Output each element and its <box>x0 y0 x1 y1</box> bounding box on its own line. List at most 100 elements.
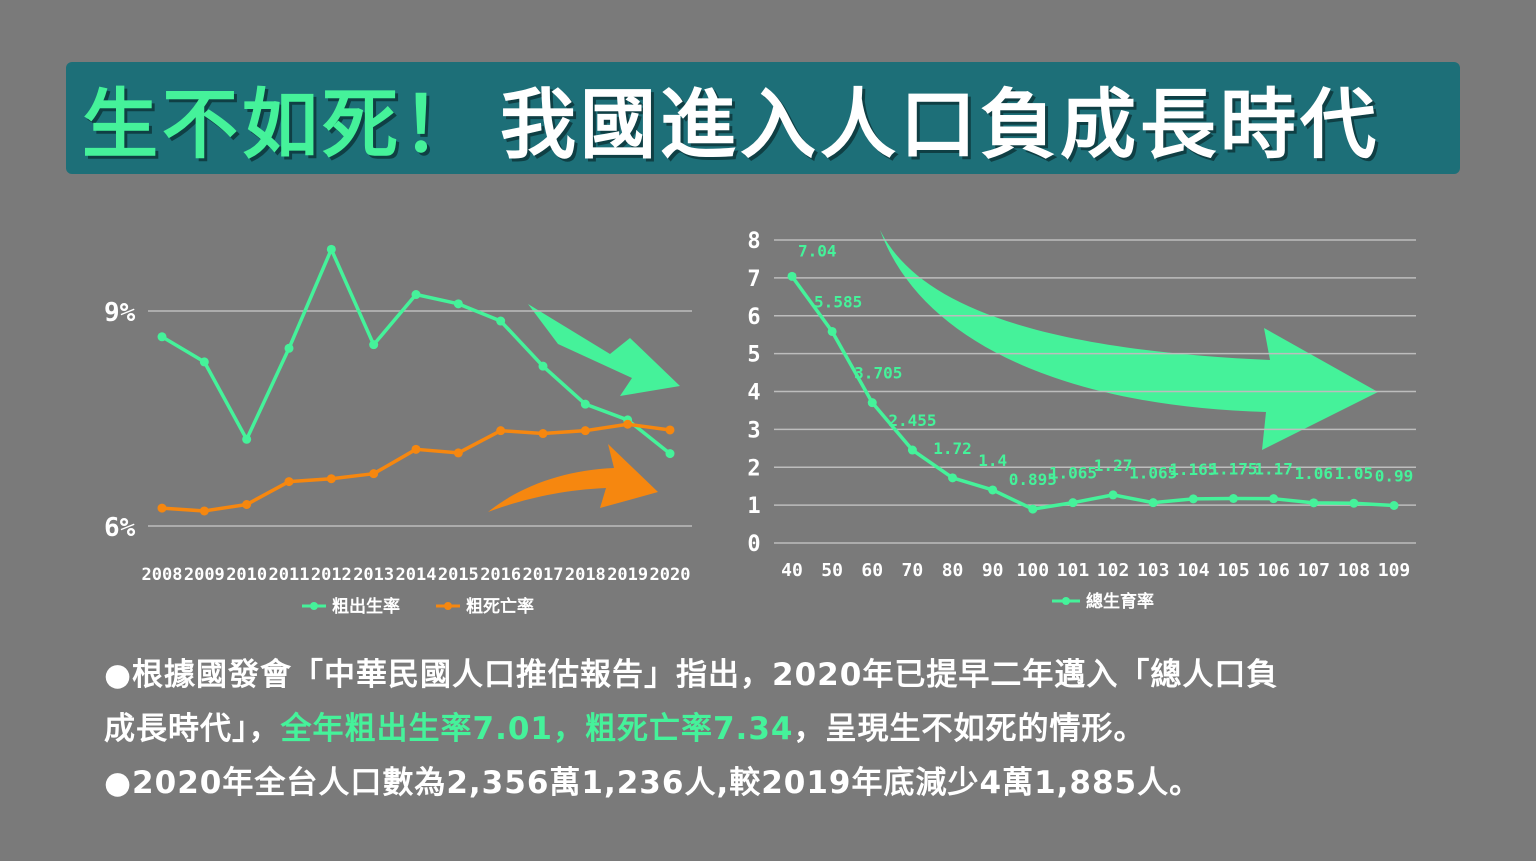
x-tick-label: 2013 <box>353 565 394 585</box>
legend-marker <box>310 602 318 610</box>
data-point <box>1228 493 1238 503</box>
data-point <box>326 474 336 484</box>
x-tick-label: 104 <box>1177 560 1210 581</box>
big-green-down-arrow-icon <box>880 230 1378 450</box>
data-point <box>948 473 958 483</box>
data-point <box>580 399 590 409</box>
data-point <box>284 477 294 487</box>
green-down-arrow-icon <box>528 304 680 396</box>
data-point <box>1309 498 1319 508</box>
x-tick-label: 2018 <box>565 565 606 585</box>
y-tick-label: 5 <box>747 343 760 368</box>
x-tick-label: 50 <box>821 560 843 581</box>
data-label: 0.99 <box>1375 467 1414 486</box>
x-tick-label: 2019 <box>607 565 648 585</box>
x-tick-label: 103 <box>1137 560 1170 581</box>
x-tick-label: 102 <box>1097 560 1130 581</box>
y-tick-label: 9% <box>104 298 136 328</box>
bullet-1b-highlight: 全年粗出生率7.01，粗死亡率7.34 <box>280 711 794 747</box>
data-point <box>1108 490 1118 500</box>
x-tick-label: 2008 <box>142 565 183 585</box>
series-line <box>790 275 1395 511</box>
data-point <box>157 332 167 342</box>
x-tick-label: 80 <box>942 560 964 581</box>
title-part1: 生不如死！ <box>66 62 496 174</box>
x-tick-label: 2014 <box>396 565 437 585</box>
data-point <box>1389 501 1399 511</box>
data-point <box>369 469 379 479</box>
data-point <box>199 506 209 516</box>
data-label: 5.585 <box>814 292 862 311</box>
data-label: 3.705 <box>854 364 902 383</box>
y-tick-label: 6 <box>747 305 760 330</box>
data-point <box>1188 494 1198 504</box>
x-tick-label: 2009 <box>184 565 225 585</box>
data-point <box>988 485 998 495</box>
data-point <box>157 503 167 513</box>
data-point <box>623 419 633 429</box>
data-point <box>284 343 294 353</box>
data-point <box>369 340 379 350</box>
data-label: 1.17 <box>1254 460 1293 479</box>
x-tick-label: 105 <box>1217 560 1250 581</box>
data-point <box>242 500 252 509</box>
data-point <box>867 398 877 408</box>
left-chart: 9% 6% 2008 2009 2010 2011 2012 2013 2014 2015 2016… <box>104 244 692 617</box>
x-tick-label: 101 <box>1057 560 1090 581</box>
x-tick-label: 106 <box>1257 560 1290 581</box>
bullet-1a: ●根據國發會「中華民國人口推估報告」指出，2020年已提早二年邁入「總人口負 <box>104 657 1279 693</box>
x-tick-label: 100 <box>1017 560 1050 581</box>
bullet-2: ●2020年全台人口數為2,356萬1,236人,較2019年底減少4萬1,88… <box>104 765 1202 801</box>
title-banner: 生不如死！ 我國進入人口負成長時代 <box>66 62 1460 174</box>
data-point <box>453 299 463 309</box>
bullet-1b: 成長時代」，全年粗出生率7.01，粗死亡率7.34，呈現生不如死的情形。 <box>104 702 1484 756</box>
data-label: 2.455 <box>888 411 936 430</box>
x-tick-label: 2010 <box>226 565 267 585</box>
data-label: 1.065 <box>1129 464 1177 483</box>
y-tick-label: 4 <box>747 381 760 406</box>
data-point <box>1028 504 1038 514</box>
x-tick-label: 70 <box>902 560 924 581</box>
y-tick-label: 1 <box>747 494 760 519</box>
x-tick-label: 109 <box>1378 560 1411 581</box>
legend-marker <box>444 602 452 610</box>
bullet-text: ●根據國發會「中華民國人口推估報告」指出，2020年已提早二年邁入「總人口負 成… <box>104 648 1484 810</box>
bullet-1b-pre: 成長時代」， <box>104 711 281 747</box>
right-chart: 0 1 2 3 4 5 6 7 8 7.04 5.585 3.705 2.455 1.72 1.40.895… <box>747 229 1416 612</box>
y-tick-label: 7 <box>747 267 760 292</box>
data-point <box>538 361 548 371</box>
legend-label: 總生育率 <box>1086 591 1154 612</box>
bullet-1b-post: ，呈現生不如死的情形。 <box>793 711 1146 747</box>
data-label: 1.06 <box>1294 464 1333 483</box>
data-label: 1.27 <box>1094 456 1133 475</box>
data-point <box>787 271 797 281</box>
x-tick-label: 40 <box>781 560 803 581</box>
x-tick-label: 2012 <box>311 565 352 585</box>
data-label: 1.4 <box>978 451 1007 470</box>
data-point <box>411 444 421 454</box>
y-tick-label: 3 <box>747 418 760 443</box>
x-tick-label: 107 <box>1297 560 1330 581</box>
x-tick-label: 2016 <box>480 565 521 585</box>
data-point <box>665 425 675 435</box>
data-label: 1.175 <box>1209 459 1257 478</box>
x-tick-label: 108 <box>1338 560 1371 581</box>
data-label: 0.895 <box>1009 470 1057 489</box>
data-label: 7.04 <box>798 241 837 260</box>
data-point <box>1068 498 1078 508</box>
legend-label: 粗出生率 <box>332 596 400 617</box>
x-tick-label: 2020 <box>650 565 691 585</box>
x-tick-label: 2015 <box>438 565 479 585</box>
data-point <box>580 426 590 436</box>
legend-marker <box>1062 597 1070 605</box>
data-point <box>242 434 252 444</box>
legend-label: 粗死亡率 <box>466 596 534 617</box>
data-point <box>199 357 209 367</box>
x-tick-label: 2011 <box>269 565 310 585</box>
data-point <box>665 449 675 459</box>
data-point <box>496 316 506 326</box>
data-label: 1.72 <box>933 439 972 458</box>
data-label: 1.065 <box>1049 464 1097 483</box>
series-line-1 <box>161 422 671 513</box>
